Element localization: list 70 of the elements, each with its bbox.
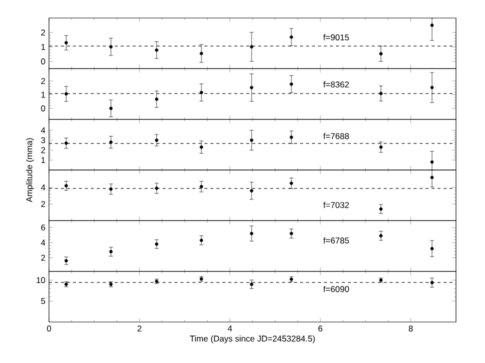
annotation: f=6090 — [323, 286, 349, 292]
y-tick-label: 0 — [41, 105, 46, 112]
point — [430, 24, 434, 27]
point — [200, 184, 204, 188]
y-tick-label: 1 — [41, 157, 46, 163]
point — [379, 52, 383, 56]
point — [64, 141, 68, 145]
y-tick-label: 1 — [41, 44, 46, 50]
x-tick-label: 6 — [318, 326, 322, 332]
y-tick-label: 1 — [41, 92, 46, 98]
point — [154, 48, 158, 52]
point — [64, 259, 68, 262]
point — [154, 186, 158, 190]
annotation: f=8362 — [323, 81, 349, 88]
point — [109, 106, 113, 110]
point — [250, 86, 254, 90]
point — [379, 207, 383, 211]
point — [290, 136, 294, 139]
y-tick-label: 2 — [41, 147, 46, 154]
y-tick-label: 2 — [41, 30, 46, 36]
point — [379, 145, 383, 149]
x-tick-label: 4 — [228, 326, 232, 332]
y-tick-label: 3 — [41, 137, 46, 144]
point — [200, 90, 204, 94]
point — [379, 234, 383, 238]
y-tick-label: 5 — [41, 298, 46, 304]
annotation: f=6785 — [323, 237, 349, 244]
point — [200, 52, 204, 56]
y-tick-label: 4 — [40, 184, 46, 190]
x-tick-label: 2 — [138, 326, 142, 332]
y-tick-label: 2 — [41, 254, 46, 261]
x-tick-label: 8 — [408, 326, 413, 332]
point — [430, 176, 434, 180]
y-axis-title: Amplitude (mma) — [26, 138, 34, 202]
point — [154, 98, 158, 101]
point — [64, 184, 68, 188]
y-tick-label: 4 — [40, 240, 46, 246]
point — [64, 92, 68, 96]
y-tick-label: 4 — [40, 127, 46, 134]
y-tick-label: 2 — [41, 201, 46, 208]
point — [64, 41, 68, 44]
annotation: f=9015 — [323, 34, 349, 40]
y-tick-label: 2 — [41, 78, 46, 84]
point — [290, 182, 294, 185]
point — [250, 138, 254, 142]
point — [290, 82, 294, 86]
y-tick-label: 6 — [41, 224, 46, 230]
y-tick-label: 0 — [41, 58, 46, 64]
point — [250, 189, 254, 192]
point — [154, 242, 158, 246]
point — [290, 35, 294, 39]
point — [290, 232, 294, 236]
point — [250, 45, 254, 48]
point — [109, 45, 113, 48]
point — [200, 238, 204, 242]
point — [154, 138, 158, 142]
point — [430, 160, 434, 164]
y-tick-label: 10 — [36, 277, 46, 284]
point — [109, 187, 113, 191]
point — [430, 86, 434, 90]
point — [109, 140, 113, 144]
x-axis-title: Time (Days since JD=2453284.5) — [190, 335, 315, 344]
point — [200, 145, 204, 149]
annotation: f=7032 — [323, 202, 349, 208]
point — [250, 232, 254, 236]
x-tick-label: 0 — [46, 326, 52, 332]
point — [109, 250, 113, 254]
annotation: f=7688 — [323, 132, 349, 140]
point — [379, 92, 383, 96]
point — [430, 246, 434, 250]
